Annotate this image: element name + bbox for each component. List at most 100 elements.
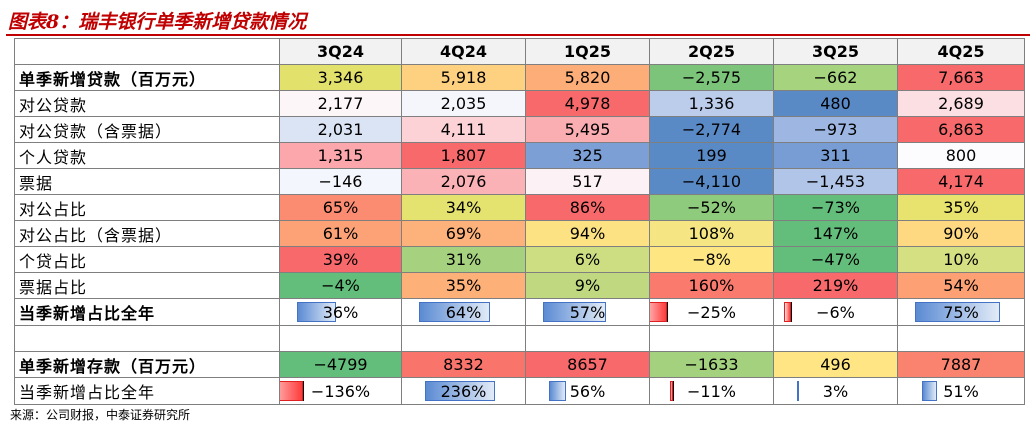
table-cell: 69% <box>401 220 526 247</box>
negative-bar <box>784 302 792 322</box>
column-header: 4Q25 <box>897 38 1025 65</box>
databar-cell: 36% <box>279 298 402 326</box>
positive-bar <box>543 302 606 322</box>
table-cell: −4% <box>279 272 402 299</box>
databar-cell: −136% <box>279 377 402 405</box>
table-cell: 1,336 <box>649 90 774 117</box>
table-body: 单季新增贷款（百万元） 3,346 5,918 5,820 −2,575 −662 7,66… <box>14 64 1025 405</box>
row-label: 当季新增占比全年 <box>14 298 280 326</box>
table-cell: 2,031 <box>279 116 402 143</box>
table-row: 对公贷款 2,177 2,035 4,978 1,336 480 2,689 <box>14 90 1025 117</box>
table-cell: −146 <box>279 168 402 195</box>
figure-title: 图表8：瑞丰银行单季新增贷款情况 <box>8 11 307 33</box>
table-cell: −973 <box>773 116 898 143</box>
data-table: 3Q24 4Q24 1Q25 2Q25 3Q25 4Q25 单季新增贷款（百万元… <box>14 38 1025 405</box>
row-label: 单季新增存款（百万元） <box>14 351 280 378</box>
column-header: 1Q25 <box>525 38 650 65</box>
table-cell: −8% <box>649 246 774 273</box>
table-cell: −2,774 <box>649 116 774 143</box>
table-cell: 517 <box>525 168 650 195</box>
bar-axis <box>667 302 669 322</box>
table-cell: 5,820 <box>525 64 650 91</box>
cell-value: 64% <box>445 302 482 322</box>
row-label: 对公贷款（含票据） <box>14 116 280 143</box>
table-cell: 108% <box>649 220 774 247</box>
table-cell: 7,663 <box>897 64 1025 91</box>
table-cell: −1,453 <box>773 168 898 195</box>
databar-cell: −6% <box>773 298 898 326</box>
table-cell: 325 <box>525 142 650 169</box>
empty-cell <box>773 325 898 352</box>
bar-axis <box>791 302 793 322</box>
cell-value: 3% <box>822 381 849 401</box>
table-cell: 9% <box>525 272 650 299</box>
table-cell: 86% <box>525 194 650 221</box>
table-row: 对公占比 65% 34% 86% −52% −73% 35% <box>14 194 1025 221</box>
table-cell: −4,110 <box>649 168 774 195</box>
table-cell: −4799 <box>279 351 402 378</box>
spacer-row <box>14 325 1025 352</box>
databar-cell: 236% <box>401 377 526 405</box>
negative-bar <box>669 381 674 401</box>
table-cell: 4,978 <box>525 90 650 117</box>
databar-cell: 3% <box>773 377 898 405</box>
row-label: 个人贷款 <box>14 142 280 169</box>
table-cell: 6,863 <box>897 116 1025 143</box>
table-cell: 2,689 <box>897 90 1025 117</box>
table-cell: 1,315 <box>279 142 402 169</box>
table-cell: 54% <box>897 272 1025 299</box>
table-cell: 65% <box>279 194 402 221</box>
table-cell: −1633 <box>649 351 774 378</box>
table-cell: 2,035 <box>401 90 526 117</box>
cell-value: 236% <box>440 381 487 401</box>
cell-value: −6% <box>816 302 855 322</box>
table-row: 个人贷款 1,315 1,807 325 199 311 800 <box>14 142 1025 169</box>
positive-bar <box>797 381 800 401</box>
table-row: 票据占比 −4% 35% 9% 160% 219% 54% <box>14 272 1025 299</box>
row-label: 对公占比（含票据） <box>14 220 280 247</box>
table-cell: 2,076 <box>401 168 526 195</box>
table-cell: 4,111 <box>401 116 526 143</box>
column-header: 3Q24 <box>279 38 402 65</box>
table-cell: 480 <box>773 90 898 117</box>
title-bar: 图表8：瑞丰银行单季新增贷款情况 <box>6 0 1030 36</box>
source-note: 来源：公司财报，中泰证券研究所 <box>10 408 191 422</box>
cell-value: 36% <box>322 302 359 322</box>
table-cell: 4,174 <box>897 168 1025 195</box>
table-cell: 147% <box>773 220 898 247</box>
positive-bar <box>296 302 336 322</box>
table-cell: 7887 <box>897 351 1025 378</box>
table-cell: 311 <box>773 142 898 169</box>
table-cell: −47% <box>773 246 898 273</box>
bar-axis <box>302 381 304 401</box>
table-cell: 61% <box>279 220 402 247</box>
databar-cell: −25% <box>649 298 774 326</box>
table-cell: −2,575 <box>649 64 774 91</box>
table-cell: 39% <box>279 246 402 273</box>
table-cell: 5,918 <box>401 64 526 91</box>
table-cell: 35% <box>401 272 526 299</box>
empty-cell <box>525 325 650 352</box>
table-row: 对公占比（含票据） 61% 69% 94% 108% 147% 90% <box>14 220 1025 247</box>
databar-cell: 75% <box>897 298 1025 326</box>
empty-cell <box>649 325 774 352</box>
positive-bar <box>419 302 490 322</box>
cell-value: −136% <box>310 381 371 401</box>
table-cell: 160% <box>649 272 774 299</box>
table-cell: −73% <box>773 194 898 221</box>
table-cell: 2,177 <box>279 90 402 117</box>
positive-bar <box>425 381 495 401</box>
table-cell: 1,807 <box>401 142 526 169</box>
table-cell: 800 <box>897 142 1025 169</box>
positive-bar <box>915 302 1001 322</box>
table-cell: 199 <box>649 142 774 169</box>
table-cell: 90% <box>897 220 1025 247</box>
row-label: 票据占比 <box>14 272 280 299</box>
cell-value: 51% <box>943 381 979 401</box>
table-row: 个贷占比 39% 31% 6% −8% −47% 10% <box>14 246 1025 273</box>
empty-cell <box>897 325 1025 352</box>
row-label: 个贷占比 <box>14 246 280 273</box>
negative-bar <box>280 381 303 401</box>
table-cell: 8657 <box>525 351 650 378</box>
row-label: 票据 <box>14 168 280 195</box>
